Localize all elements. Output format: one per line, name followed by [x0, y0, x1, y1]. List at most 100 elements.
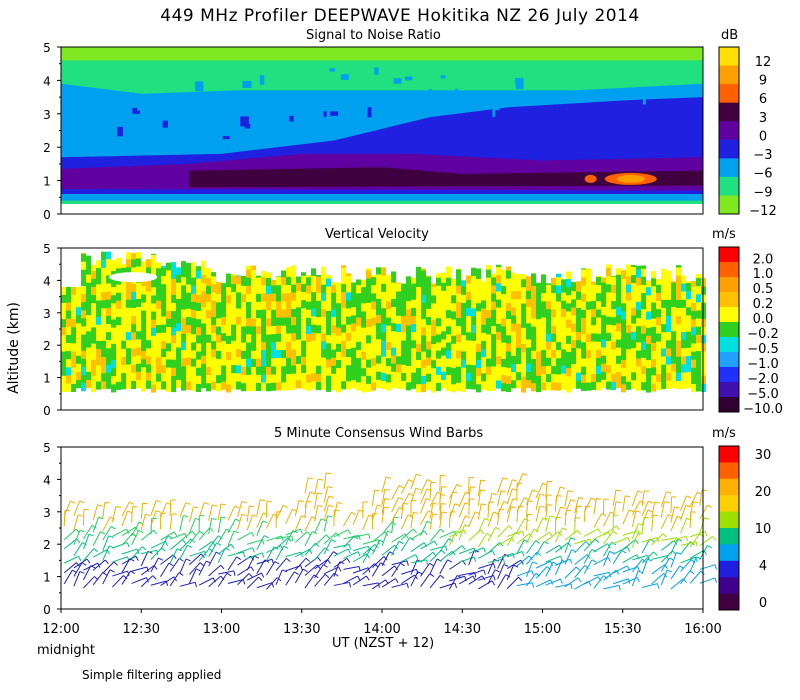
wind-barb-flag	[562, 527, 568, 531]
velocity-cell	[681, 331, 686, 341]
wind-barb	[217, 543, 232, 555]
velocity-cell	[286, 349, 291, 358]
wind-barb	[314, 478, 319, 495]
velocity-cell	[236, 324, 241, 333]
velocity-cell	[251, 285, 256, 295]
velocity-cell	[636, 301, 641, 310]
velocity-cell	[261, 357, 266, 367]
velocity-cell	[571, 282, 576, 292]
wind-barb	[506, 506, 512, 523]
velocity-cell	[116, 357, 121, 366]
snr-speckle	[685, 108, 694, 113]
velocity-cell	[151, 343, 156, 353]
wind-barb-flag	[146, 577, 149, 583]
velocity-cell	[221, 348, 226, 358]
velocity-cell	[666, 291, 671, 300]
wind-barb	[641, 538, 651, 554]
velocity-cell	[261, 365, 266, 375]
wind-barb-flag	[609, 550, 615, 554]
velocity-cell	[331, 308, 336, 318]
velocity-cell	[371, 309, 376, 318]
wind-barb-flag	[374, 489, 380, 492]
units-velocity: m/s	[712, 227, 736, 242]
units-wind: m/s	[712, 426, 736, 441]
velocity-cell	[351, 306, 356, 316]
velocity-cell	[376, 282, 381, 291]
wind-barb	[323, 532, 337, 544]
velocity-cell	[321, 373, 326, 382]
velocity-cell	[186, 332, 191, 342]
wind-barb	[660, 514, 669, 530]
velocity-cell	[676, 275, 681, 284]
velocity-cell	[426, 381, 431, 390]
velocity-cell	[621, 335, 626, 344]
velocity-cell	[271, 365, 276, 375]
wind-barb	[651, 501, 656, 518]
velocity-cell	[571, 339, 576, 348]
snr-speckle	[242, 81, 252, 88]
velocity-cell	[266, 358, 271, 368]
velocity-cell	[76, 286, 81, 291]
velocity-cell	[311, 332, 316, 341]
velocity-cell	[111, 343, 116, 352]
velocity-cell	[501, 342, 506, 351]
wind-barb	[391, 533, 406, 543]
wind-barb	[699, 489, 703, 506]
snr-speckle	[132, 107, 140, 114]
velocity-cell	[161, 267, 166, 277]
velocity-cell	[176, 379, 181, 389]
velocity-cell	[291, 340, 296, 350]
velocity-cell	[371, 292, 376, 302]
wind-barb-flag	[249, 505, 255, 508]
velocity-cell	[276, 276, 281, 286]
velocity-cell	[191, 341, 196, 351]
wind-barb	[612, 550, 623, 565]
velocity-cell	[171, 334, 176, 344]
velocity-cell	[311, 372, 316, 382]
velocity-cell	[446, 301, 451, 311]
velocity-cell	[691, 294, 696, 304]
velocity-cell	[336, 318, 341, 328]
velocity-cell	[571, 323, 576, 332]
velocity-cell	[381, 372, 386, 382]
velocity-cell	[86, 298, 91, 308]
velocity-cell	[491, 293, 496, 302]
velocity-cell	[446, 285, 451, 294]
snr-speckle	[224, 103, 232, 112]
velocity-cell	[406, 284, 411, 294]
wind-barb-flag	[521, 530, 525, 536]
velocity-cell	[231, 356, 236, 366]
velocity-cell	[311, 268, 316, 276]
velocity-cell	[131, 258, 136, 268]
velocity-cell	[131, 372, 136, 381]
velocity-cell	[341, 307, 346, 317]
wind-barb	[391, 560, 408, 566]
velocity-cell	[216, 317, 221, 327]
velocity-cell	[421, 286, 426, 295]
velocity-cell	[506, 270, 511, 279]
velocity-cell	[451, 383, 456, 393]
wind-barb	[381, 489, 386, 506]
wind-barb	[189, 562, 201, 575]
wind-barb-flag	[481, 503, 487, 506]
velocity-cell	[541, 284, 546, 294]
wind-barb	[660, 557, 671, 572]
velocity-cell	[606, 372, 611, 382]
velocity-cell	[331, 292, 336, 302]
wind-barb	[92, 559, 106, 571]
velocity-cell	[616, 330, 621, 340]
velocity-cell	[526, 339, 531, 348]
wind-barb	[314, 573, 326, 587]
velocity-cell	[356, 373, 361, 383]
velocity-cell	[446, 309, 451, 319]
velocity-cell	[101, 299, 106, 309]
velocity-cell	[131, 299, 136, 309]
wind-barb	[545, 531, 559, 542]
velocity-cell	[186, 316, 191, 326]
velocity-cell	[201, 306, 206, 316]
velocity-cell	[276, 300, 281, 310]
velocity-cell	[326, 275, 331, 279]
velocity-cell	[606, 356, 611, 366]
velocity-cell	[166, 302, 171, 311]
wind-barb-flag	[328, 495, 334, 498]
